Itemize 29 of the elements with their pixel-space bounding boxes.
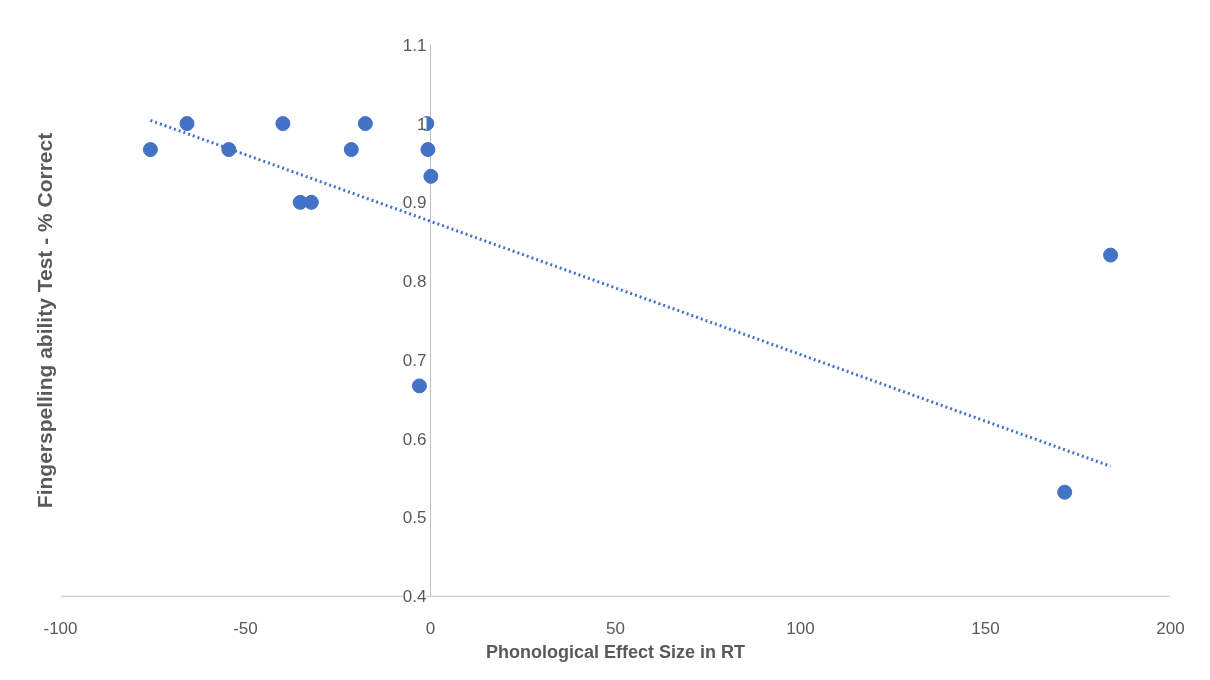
y-tick-label: 0.8 <box>402 272 427 292</box>
y-tick-label: 0.7 <box>402 350 427 370</box>
x-tick-label: 100 <box>786 618 815 638</box>
x-axis-title: Phonological Effect Size in RT <box>485 641 746 662</box>
point <box>1057 484 1073 500</box>
x-tick-label: 200 <box>1156 618 1185 638</box>
x-tick-label: -50 <box>233 618 258 638</box>
point <box>411 378 427 394</box>
x-tick-label: -100 <box>43 618 78 638</box>
point <box>179 116 195 132</box>
point <box>357 116 373 132</box>
point <box>221 142 237 158</box>
y-tick-label: 0.4 <box>402 587 427 607</box>
point <box>275 116 291 132</box>
x-tick-label: 0 <box>425 618 436 638</box>
y-tick-label: 1.1 <box>402 35 427 55</box>
point <box>343 142 359 158</box>
y-tick-label: 0.9 <box>402 193 427 213</box>
y-tick-label: 0.5 <box>402 508 427 528</box>
point <box>1103 247 1119 263</box>
point <box>142 142 158 158</box>
point <box>420 142 436 158</box>
x-tick-label: 50 <box>606 618 625 638</box>
y-axis-title: Fingerspelling ability Test - % Correct <box>32 132 56 509</box>
point <box>303 194 319 210</box>
y-tick-label: 1 <box>417 114 427 134</box>
x-tick-label: 150 <box>971 618 1000 638</box>
y-tick-label: 0.6 <box>402 429 427 449</box>
point <box>423 168 439 184</box>
